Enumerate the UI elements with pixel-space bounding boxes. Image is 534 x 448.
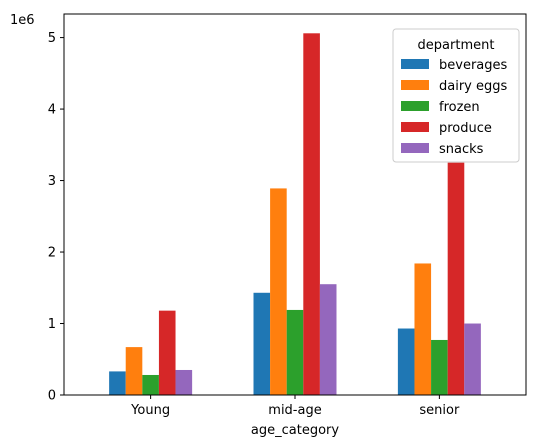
legend-swatch-produce: [401, 122, 429, 132]
bar-produce-senior: [447, 162, 465, 395]
bar-snacks-mid-age: [319, 284, 337, 395]
y-axis: 0 1 2 3 4 5: [48, 31, 64, 404]
bar-produce-mid-age: [303, 33, 320, 396]
bar-beverages-Young: [109, 371, 126, 395]
y-tick-label: 2: [48, 246, 56, 261]
y-tick-label: 4: [48, 103, 56, 118]
legend-swatch-dairy-eggs: [401, 80, 429, 90]
legend-title: department: [418, 38, 495, 53]
bar-beverages-senior: [397, 328, 415, 395]
bars-layer: [109, 33, 481, 396]
legend-swatch-beverages: [401, 59, 429, 69]
legend-swatch-snacks: [401, 143, 429, 153]
y-tick-label: 3: [48, 174, 56, 189]
x-axis-label: age_category: [251, 423, 339, 438]
bar-beverages-mid-age: [253, 292, 271, 395]
legend: department beverages dairy eggs frozen produ…: [392, 28, 520, 163]
legend-swatch-frozen: [401, 101, 429, 111]
legend-label-frozen: frozen: [439, 100, 480, 115]
legend-label-beverages: beverages: [439, 58, 508, 73]
legend-label-dairy-eggs: dairy eggs: [439, 79, 508, 94]
bar-frozen-Young: [142, 374, 159, 395]
y-tick-label: 5: [48, 31, 56, 46]
bar-snacks-senior: [464, 323, 481, 395]
y-tick-label: 1: [48, 317, 56, 332]
bar-frozen-senior: [431, 339, 448, 395]
x-tick-label: senior: [419, 403, 460, 418]
bar-dairy-eggs-mid-age: [270, 188, 287, 395]
x-tick-label: Young: [130, 403, 170, 418]
bar-produce-Young: [158, 310, 176, 395]
y-tick-label: 0: [48, 389, 56, 404]
x-tick-label: mid-age: [268, 403, 321, 418]
x-axis: Young mid-age senior: [130, 395, 460, 418]
bar-dairy-eggs-senior: [414, 263, 432, 395]
legend-label-produce: produce: [439, 121, 492, 136]
bar-frozen-mid-age: [286, 309, 304, 395]
bar-dairy-eggs-Young: [125, 347, 143, 395]
legend-label-snacks: snacks: [439, 142, 484, 157]
y-offset-label: 1e6: [10, 13, 35, 28]
bar-snacks-Young: [175, 369, 193, 395]
